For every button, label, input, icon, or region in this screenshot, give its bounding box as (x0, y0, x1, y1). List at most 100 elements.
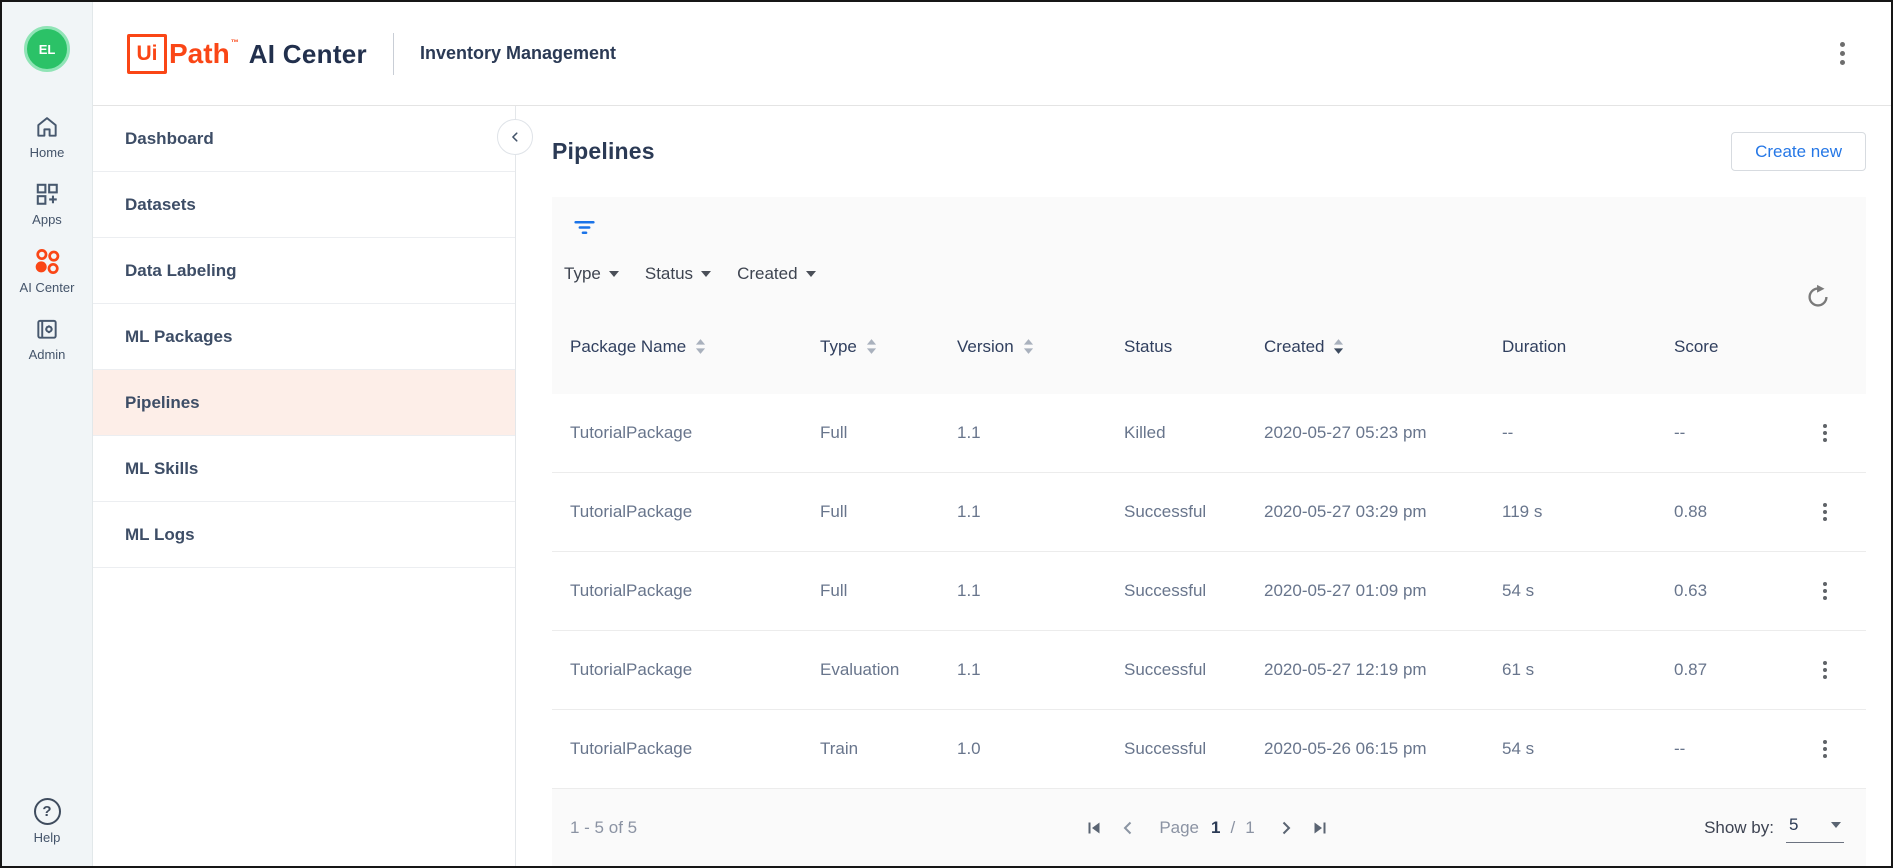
cell-score: -- (1674, 739, 1686, 758)
last-page-button[interactable] (1307, 815, 1333, 841)
sidebar-menu: Dashboard Datasets Data Labeling ML Pack… (93, 106, 515, 568)
sidebar-item[interactable]: Pipelines (93, 370, 515, 436)
column-header[interactable]: Package Name (552, 337, 802, 357)
cell-created: 2020-05-27 12:19 pm (1264, 660, 1427, 679)
help-icon: ? (33, 798, 61, 825)
column-header-label: Created (1264, 336, 1325, 356)
filter-toggle-row (552, 197, 1866, 249)
column-header-label: Status (1124, 336, 1173, 356)
cell-duration: 119 s (1502, 502, 1543, 521)
cell-status: Successful (1124, 581, 1207, 600)
row-actions-kebab[interactable] (1819, 420, 1831, 446)
sidebar-item[interactable]: Dashboard (93, 106, 515, 172)
filter-label: Created (737, 264, 798, 283)
sidebar-collapse-button[interactable] (497, 119, 533, 155)
trademark-symbol: ™ (230, 37, 239, 47)
ai-center-icon (35, 249, 59, 274)
prev-page-button[interactable] (1115, 815, 1141, 841)
chevron-left-icon (512, 132, 518, 142)
row-actions-kebab[interactable] (1819, 499, 1831, 525)
filter-bar: Type Status Created (552, 249, 1866, 299)
main-panel: Pipelines Create new Type Status (516, 106, 1891, 866)
rail-item-ai-center[interactable]: AI Center (2, 238, 92, 306)
sidebar-item-label: ML Logs (125, 524, 195, 544)
refresh-icon (1808, 284, 1828, 307)
rail-item-apps[interactable]: Apps (2, 171, 92, 238)
rail-item-label: Help (33, 830, 61, 845)
cell-actions (1784, 736, 1866, 762)
sidebar-item[interactable]: ML Packages (93, 304, 515, 370)
current-page: 1 (1211, 817, 1221, 837)
cell-created: 2020-05-27 01:09 pm (1264, 581, 1427, 600)
cell-version: 1.1 (957, 660, 981, 679)
content-area: Dashboard Datasets Data Labeling ML Pack… (93, 106, 1891, 866)
header-kebab-menu[interactable] (1836, 38, 1849, 69)
uipath-logo-text: Path (169, 37, 230, 69)
table-row[interactable]: TutorialPackage Full 1.1 Killed 2020-05-… (552, 394, 1866, 473)
filter-label: Status (644, 264, 694, 283)
sort-icon (1334, 339, 1344, 354)
sidebar-item[interactable]: Data Labeling (93, 238, 515, 304)
next-page-icon (1282, 821, 1291, 834)
rail-item-home[interactable]: Home (2, 104, 92, 171)
rail-item-admin[interactable]: Admin (2, 306, 92, 373)
column-header[interactable]: Score (1656, 337, 1784, 357)
sidebar-item-label: Data Labeling (125, 260, 237, 280)
column-header-label: Type (820, 336, 857, 356)
cell-duration: -- (1502, 423, 1514, 442)
create-new-button[interactable]: Create new (1731, 132, 1866, 171)
cell-version: 1.0 (957, 739, 981, 758)
column-header[interactable]: Status (1106, 337, 1246, 357)
show-by-select[interactable]: 5 (1786, 813, 1844, 843)
avatar[interactable]: EL (24, 26, 70, 72)
rail-item-help[interactable]: ? Help (2, 788, 92, 856)
sidebar-item[interactable]: ML Skills (93, 436, 515, 502)
column-header[interactable]: Duration (1484, 337, 1656, 357)
table-row[interactable]: TutorialPackage Train 1.0 Successful 202… (552, 710, 1866, 789)
column-header[interactable]: Created (1246, 337, 1484, 357)
table-row[interactable]: TutorialPackage Evaluation 1.1 Successfu… (552, 631, 1866, 710)
cell-package-name: TutorialPackage (570, 581, 693, 600)
first-page-button[interactable] (1081, 815, 1107, 841)
total-pages: 1 (1245, 817, 1255, 837)
uipath-logo-mark: Ui (127, 33, 167, 74)
column-header[interactable]: Version (939, 337, 1106, 357)
cell-created: 2020-05-26 06:15 pm (1264, 739, 1427, 758)
rail-item-label: Apps (32, 212, 62, 227)
filter-label: Type (564, 264, 601, 283)
sidebar-item[interactable]: Datasets (93, 172, 515, 238)
cell-version: 1.1 (957, 502, 981, 521)
column-header-label: Version (957, 336, 1014, 356)
filter-dropdown[interactable]: Status (644, 264, 712, 284)
next-page-button[interactable] (1273, 815, 1299, 841)
uipath-logo: Ui Path ™ AI Center (127, 33, 367, 74)
caret-down-icon (805, 271, 816, 277)
filter-icon[interactable] (572, 215, 597, 240)
table-row[interactable]: TutorialPackage Full 1.1 Successful 2020… (552, 473, 1866, 552)
show-by: Show by: 5 (1624, 813, 1844, 843)
filter-dropdown[interactable]: Type (564, 264, 619, 284)
row-actions-kebab[interactable] (1819, 736, 1831, 762)
table-row[interactable]: TutorialPackage Full 1.1 Successful 2020… (552, 552, 1866, 631)
cell-status: Successful (1124, 739, 1207, 758)
refresh-button[interactable] (1802, 281, 1834, 316)
table-footer: 1 - 5 of 5 Page 1 / 1 (552, 789, 1866, 866)
sidebar-item[interactable]: ML Logs (93, 502, 515, 568)
row-actions-kebab[interactable] (1819, 657, 1831, 683)
filter-dropdown[interactable]: Created (737, 264, 816, 284)
show-by-label: Show by: (1704, 817, 1774, 837)
sidebar-item-label: Pipelines (125, 392, 200, 412)
show-by-value: 5 (1789, 814, 1799, 834)
sidebar-item-label: Dashboard (125, 128, 214, 148)
project-name: Inventory Management (419, 43, 617, 63)
cell-duration: 54 s (1502, 739, 1535, 758)
column-header-label: Package Name (570, 336, 687, 356)
prev-page-icon (1123, 821, 1132, 834)
row-actions-kebab[interactable] (1819, 578, 1831, 604)
cell-type: Evaluation (820, 660, 900, 679)
cell-package-name: TutorialPackage (570, 660, 693, 679)
page-label: Page (1159, 817, 1200, 837)
cell-duration: 61 s (1502, 660, 1535, 679)
column-header[interactable]: Type (802, 337, 939, 357)
cell-score: 0.63 (1674, 581, 1708, 600)
